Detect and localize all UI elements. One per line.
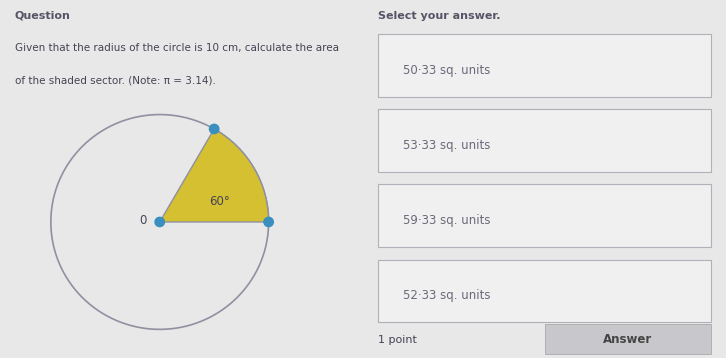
FancyBboxPatch shape [378,109,711,172]
Text: 50·33 sq. units: 50·33 sq. units [403,64,490,77]
Circle shape [210,124,219,134]
Circle shape [264,217,273,227]
Text: 1 point: 1 point [378,335,417,345]
FancyBboxPatch shape [378,260,711,322]
Text: Given that the radius of the circle is 10 cm, calculate the area: Given that the radius of the circle is 1… [15,43,338,53]
Circle shape [155,217,164,227]
Text: 60°: 60° [209,195,230,208]
Text: 52·33 sq. units: 52·33 sq. units [403,289,491,303]
Text: 59·33 sq. units: 59·33 sq. units [403,214,491,227]
Text: 0: 0 [139,214,147,227]
Text: Question: Question [15,11,70,21]
FancyBboxPatch shape [378,184,711,247]
FancyBboxPatch shape [544,324,711,354]
Text: 53·33 sq. units: 53·33 sq. units [403,139,490,152]
Text: Select your answer.: Select your answer. [378,11,500,21]
Text: Answer: Answer [603,333,653,345]
Text: of the shaded sector. (Note: π = 3.14).: of the shaded sector. (Note: π = 3.14). [15,75,216,85]
Polygon shape [160,129,269,222]
FancyBboxPatch shape [378,34,711,97]
